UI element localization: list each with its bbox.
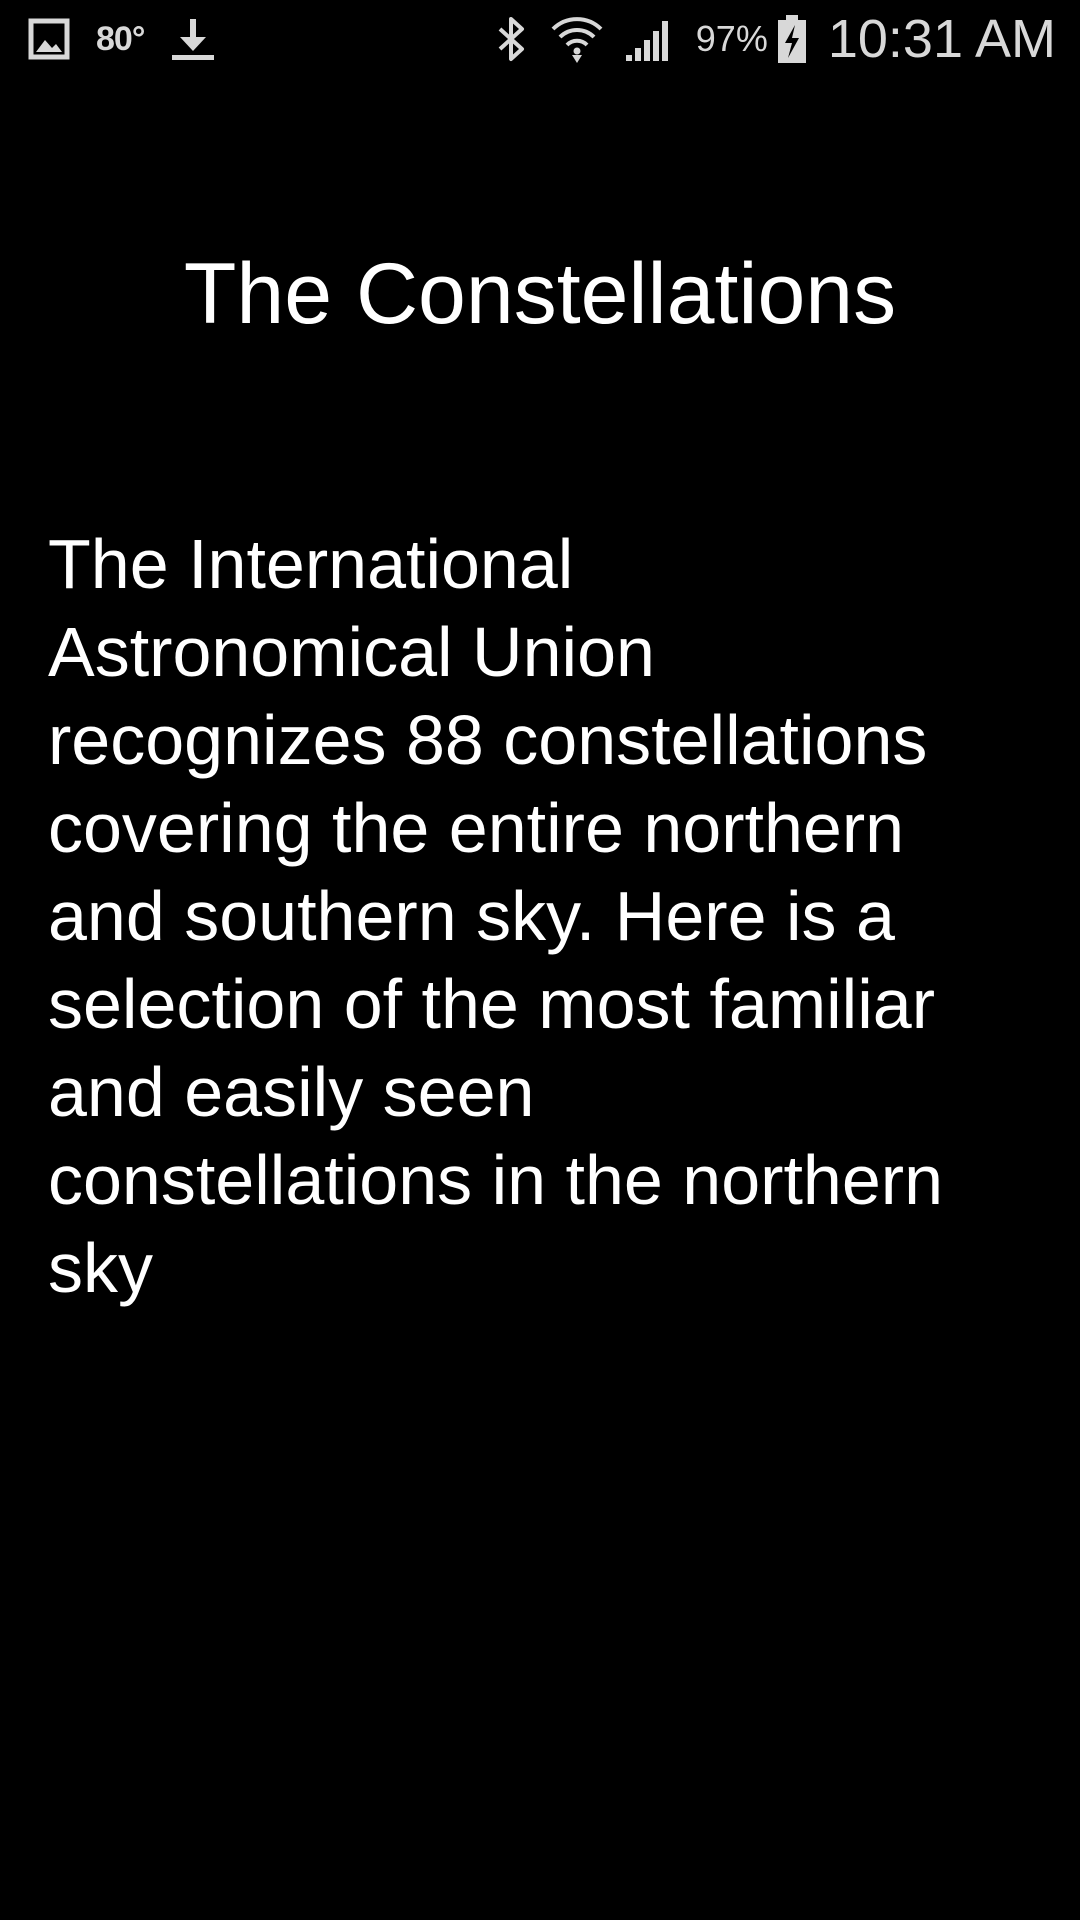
intro-paragraph: The International Astronomical Union rec… <box>48 520 1048 1312</box>
bluetooth-icon <box>494 15 530 63</box>
intro-line: The International <box>48 525 574 603</box>
intro-line: and southern sky. Here is a <box>48 877 895 955</box>
intro-line: Astronomical Union <box>48 613 655 691</box>
download-icon <box>170 17 216 61</box>
intro-line: constellations in the northern <box>48 1141 943 1219</box>
intro-line: sky <box>48 1229 153 1307</box>
intro-line: covering the entire northern <box>48 789 905 867</box>
status-bar: 80° <box>0 0 1080 78</box>
intro-line: selection of the most familiar <box>48 965 936 1043</box>
signal-icon <box>624 15 676 63</box>
battery-charging-icon <box>776 13 808 65</box>
battery-percent-text: 97% <box>695 18 768 59</box>
gallery-icon <box>28 18 70 60</box>
clock-text: 10:31 AM <box>827 9 1056 69</box>
wifi-icon <box>550 13 604 65</box>
intro-line: recognizes 88 constellations <box>48 701 928 779</box>
temperature-text: 80° <box>96 19 145 58</box>
status-bar-left: 80° <box>28 0 216 78</box>
intro-line: and easily seen <box>48 1053 535 1131</box>
status-bar-right: 97% 10:31 AM <box>494 0 1056 78</box>
screen-title: The Constellations <box>183 246 897 342</box>
